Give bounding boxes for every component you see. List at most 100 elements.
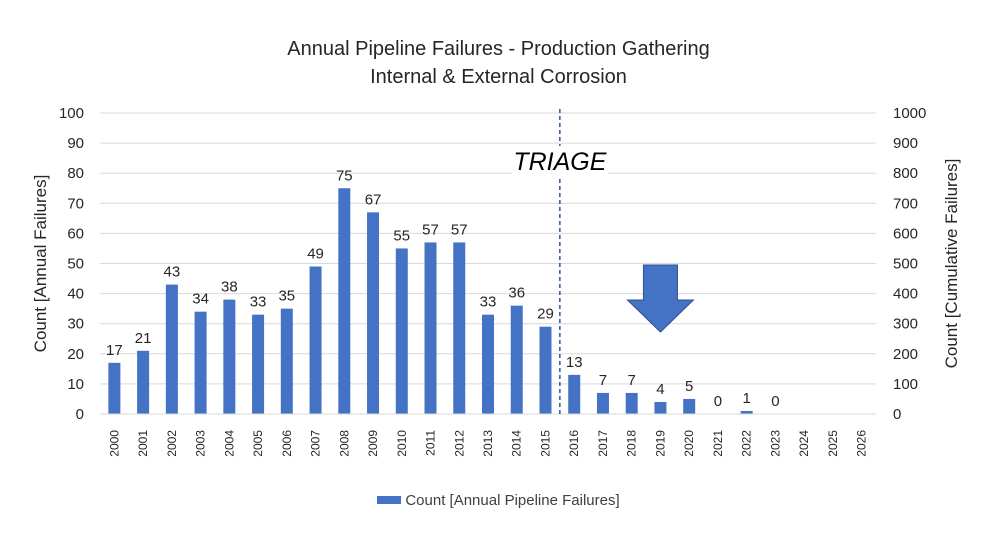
bar <box>194 311 207 414</box>
x-tick-label: 2015 <box>538 430 552 457</box>
y-tick-label: 90 <box>67 135 84 152</box>
bar <box>625 392 638 414</box>
triage-label: TRIAGE <box>513 148 606 176</box>
y2-tick-label: 300 <box>893 316 918 333</box>
y-tick-label: 100 <box>59 105 84 122</box>
x-tick-label: 2016 <box>567 430 581 457</box>
y-tick-label: 0 <box>76 406 84 423</box>
x-tick-label: 2009 <box>366 430 380 457</box>
triage-label-background <box>511 146 608 176</box>
y-tick-label: 80 <box>67 165 84 182</box>
bar <box>539 326 552 414</box>
y-tick-label: 30 <box>67 316 84 333</box>
y2-tick-label: 1000 <box>893 105 926 122</box>
bar <box>309 266 322 414</box>
x-tick-label: 2005 <box>251 430 265 457</box>
legend-label: Count [Annual Pipeline Failures] <box>405 492 620 509</box>
bar <box>510 305 523 414</box>
x-tick-label: 2007 <box>309 430 323 457</box>
y-tick-label: 60 <box>67 225 84 242</box>
bar <box>108 362 121 414</box>
x-tick-label: 2011 <box>424 430 438 456</box>
x-tick-label: 2019 <box>653 430 667 457</box>
x-tick-label: 2003 <box>194 430 208 457</box>
y2-tick-label: 400 <box>893 286 918 303</box>
legend: Count [Annual Pipeline Failures] <box>0 492 997 509</box>
bar <box>338 188 351 414</box>
x-tick-label: 2012 <box>452 430 466 457</box>
data-label: 34 <box>192 291 209 308</box>
data-label: 38 <box>221 279 238 296</box>
bar <box>568 374 581 414</box>
x-tick-label: 2000 <box>107 430 121 457</box>
y2-tick-label: 800 <box>893 165 918 182</box>
data-label: 67 <box>365 191 382 208</box>
bar <box>367 212 380 414</box>
x-tick-label: 2020 <box>682 430 696 457</box>
x-tick-label: 2025 <box>826 430 840 457</box>
bar <box>683 398 696 414</box>
x-tick-label: 2024 <box>797 430 811 457</box>
x-tick-label: 2013 <box>481 430 495 457</box>
data-label: 29 <box>537 306 554 323</box>
y-tick-label: 70 <box>67 195 84 212</box>
data-label: 35 <box>278 288 295 305</box>
data-label: 33 <box>250 294 267 311</box>
data-label: 75 <box>336 167 353 184</box>
x-tick-label: 2004 <box>222 430 236 457</box>
x-tick-label: 2022 <box>740 430 754 457</box>
x-tick-label: 2014 <box>510 430 524 457</box>
y2-tick-label: 100 <box>893 376 918 393</box>
y2-tick-label: 500 <box>893 256 918 273</box>
bar <box>165 284 178 414</box>
bar <box>654 401 667 414</box>
y2-axis-title: Count [Cumulative Failures] <box>942 159 961 369</box>
data-label: 4 <box>656 381 664 398</box>
chart-subtitle: Internal & External Corrosion <box>370 66 627 88</box>
y2-tick-label: 600 <box>893 225 918 242</box>
data-label: 17 <box>106 342 123 359</box>
bar <box>252 314 265 414</box>
y-tick-label: 40 <box>67 286 84 303</box>
bar <box>280 308 293 414</box>
x-tick-label: 2006 <box>280 430 294 457</box>
bar <box>482 314 494 414</box>
bar <box>453 242 466 414</box>
x-tick-label: 2002 <box>165 430 179 457</box>
x-tick-label: 2010 <box>395 430 409 457</box>
y-tick-label: 10 <box>67 376 84 393</box>
y2-tick-label: 900 <box>893 135 918 152</box>
x-tick-label: 2026 <box>855 430 869 457</box>
bar <box>395 248 408 414</box>
data-label: 36 <box>508 285 525 302</box>
data-label: 49 <box>307 246 324 263</box>
data-label: 43 <box>164 264 181 281</box>
x-tick-label: 2017 <box>596 430 610 457</box>
legend-swatch <box>377 496 402 505</box>
x-tick-label: 2001 <box>136 430 150 457</box>
y-tick-label: 20 <box>67 346 84 363</box>
y2-tick-label: 700 <box>893 195 918 212</box>
data-label: 5 <box>685 378 693 395</box>
bar <box>223 299 236 414</box>
chart-title: Annual Pipeline Failures - Production Ga… <box>287 38 710 60</box>
x-tick-label: 2023 <box>768 430 782 457</box>
data-label: 55 <box>393 227 410 244</box>
x-tick-label: 2008 <box>337 430 351 457</box>
data-label: 57 <box>422 221 439 238</box>
data-label: 21 <box>135 330 152 347</box>
y-tick-label: 50 <box>67 256 84 273</box>
data-label: 57 <box>451 221 468 238</box>
down-arrow-icon <box>626 264 695 333</box>
x-tick-label: 2021 <box>711 430 725 457</box>
data-label: 0 <box>771 393 779 410</box>
data-label: 13 <box>566 354 583 371</box>
data-label: 1 <box>742 390 750 407</box>
y2-tick-label: 200 <box>893 346 918 363</box>
bar <box>740 410 753 414</box>
bar <box>137 350 150 414</box>
data-label: 33 <box>480 294 497 311</box>
data-label: 0 <box>714 393 722 410</box>
data-label: 7 <box>628 372 636 389</box>
